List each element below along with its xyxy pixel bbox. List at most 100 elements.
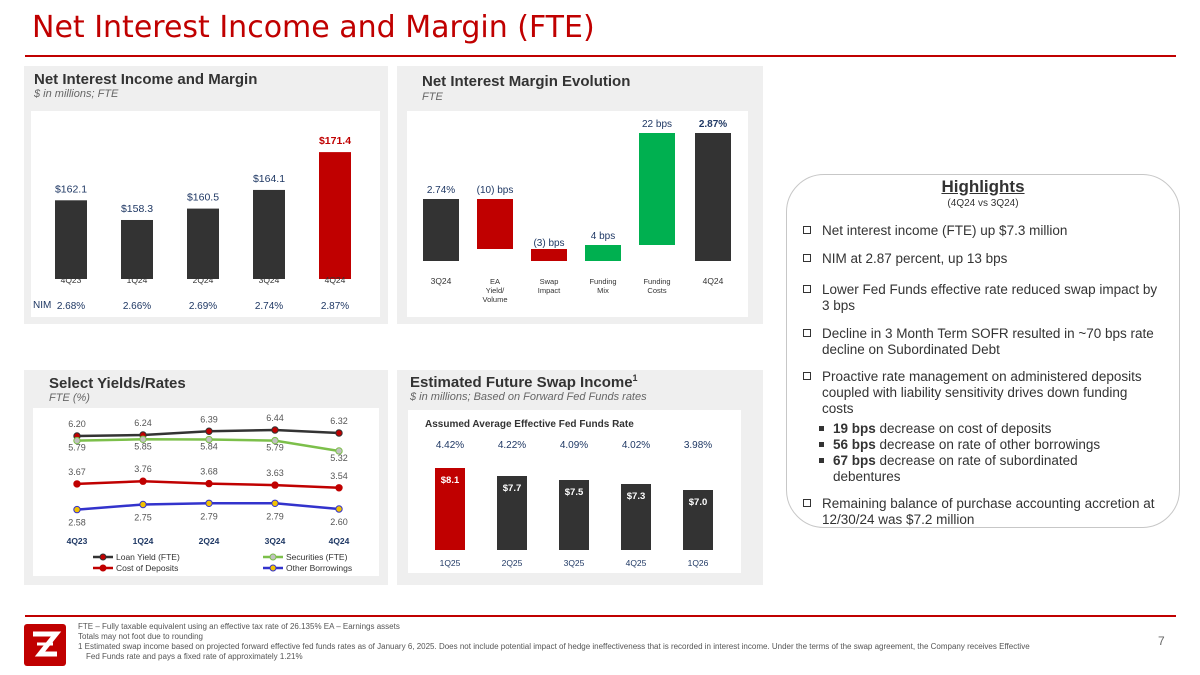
swap-panel-title: Estimated Future Swap Income1 (410, 373, 638, 391)
nii-category-label: 3Q24 (259, 275, 280, 285)
sub-bullet-bold: 67 bps (833, 453, 876, 468)
swap-bar (683, 490, 713, 550)
footnote-line: FTE – Fully taxable equivalent using an … (78, 622, 400, 631)
highlight-text: Remaining balance of purchase accounting… (822, 496, 1155, 527)
yield-value-label: 6.20 (68, 419, 86, 429)
yield-point (205, 479, 213, 488)
swap-bar (621, 484, 651, 550)
nim-value-label: 2.66% (123, 301, 151, 312)
swap-bar (435, 468, 465, 550)
nii-value-label: $158.3 (121, 203, 153, 215)
yield-value-label: 6.39 (200, 414, 218, 424)
nim-waterfall-category-label: Volume (482, 295, 507, 304)
nim-waterfall-value-label: 22 bps (642, 119, 672, 130)
nim-waterfall-bar (639, 133, 675, 245)
yield-point (271, 426, 279, 434)
nim-waterfall-category-label: Costs (647, 286, 666, 295)
nim-waterfall-bar (695, 133, 731, 261)
yields-panel-subtitle: FTE (%) (49, 392, 90, 404)
nim-waterfall-value-label: (3) bps (533, 238, 564, 249)
yields-panel-title: Select Yields/Rates (49, 375, 186, 392)
yield-category-label: 3Q24 (265, 536, 286, 546)
yield-point (205, 427, 213, 435)
nim-waterfall-bar (531, 249, 567, 261)
nim-waterfall-value-label: 2.87% (699, 119, 727, 130)
page-title: Net Interest Income and Margin (FTE) (32, 10, 595, 45)
nii-value-label: $164.1 (253, 173, 285, 185)
nim-value-label: 2.69% (189, 301, 217, 312)
nim-panel-title: Net Interest Margin Evolution (422, 73, 631, 90)
nii-value-label: $160.5 (187, 192, 219, 204)
page-number: 7 (1158, 634, 1165, 648)
footnote-line: 1 Estimated swap income based on project… (78, 642, 1030, 651)
highlight-text: Decline in 3 Month Term SOFR resulted in… (822, 326, 1154, 357)
yield-point (335, 505, 343, 513)
checkbox-bullet-icon (803, 285, 811, 293)
legend-marker (269, 553, 277, 561)
legend-marker (269, 564, 277, 572)
yield-value-label: 5.32 (330, 453, 348, 463)
swap-bar (559, 480, 589, 550)
nii-bar (55, 200, 87, 279)
yield-point (271, 481, 279, 489)
nii-category-label: 2Q24 (193, 275, 214, 285)
nii-category-label: 4Q24 (325, 275, 346, 285)
yields-panel: Select Yields/Rates FTE (%) 6.20 6.24 6.39… (24, 370, 388, 585)
highlight-sub-bullet: 19 bps decrease on cost of deposits (819, 421, 1052, 437)
yield-value-label: 6.32 (330, 416, 348, 426)
checkbox-bullet-icon (803, 226, 811, 234)
yield-point (139, 477, 147, 485)
square-bullet-icon (819, 458, 824, 463)
yield-point (139, 435, 147, 443)
yield-value-label: 3.63 (266, 468, 284, 478)
checkbox-bullet-icon (803, 254, 811, 262)
nii-panel-subtitle: $ in millions; FTE (34, 88, 119, 100)
sub-bullet-text: decrease on rate of other borrowings (875, 437, 1101, 452)
yield-category-label: 4Q24 (329, 536, 350, 546)
legend-marker (99, 553, 107, 561)
yield-value-label: 3.76 (134, 464, 152, 474)
yield-point (73, 505, 81, 514)
highlights-subtitle: (4Q24 vs 3Q24) (947, 198, 1019, 209)
square-bullet-icon (819, 442, 824, 447)
nii-panel-title: Net Interest Income and Margin (34, 71, 258, 88)
highlight-text: Lower Fed Funds effective rate reduced s… (822, 282, 1158, 313)
nii-value-label: $171.4 (319, 135, 351, 147)
nim-value-label: 2.87% (321, 301, 349, 312)
footer-divider (25, 615, 1176, 617)
swap-value-label: $7.0 (689, 497, 708, 508)
yield-point (205, 435, 213, 444)
fed-funds-rate-label: 4.02% (622, 440, 650, 451)
nim-waterfall-category-label: Mix (597, 286, 609, 295)
nim-waterfall-category-label: Funding (589, 277, 616, 286)
yield-category-label: 4Q23 (67, 536, 88, 546)
nim-waterfall-value-label: 2.74% (427, 185, 455, 196)
fed-funds-rate-heading: Assumed Average Effective Fed Funds Rate (425, 419, 634, 430)
nii-value-label: $162.1 (55, 183, 87, 195)
swap-value-label: $7.3 (627, 491, 646, 502)
swap-bar-chart: $8.1 4.42% 1Q25 $7.7 4.22% 2Q25 $7.5 4.09% 3Q25 $… (435, 440, 713, 568)
yield-point (73, 480, 81, 488)
swap-panel-subtitle: $ in millions; Based on Forward Fed Fund… (410, 391, 647, 403)
swap-category-label: 1Q26 (688, 558, 709, 568)
yield-value-label: 2.79 (266, 511, 284, 521)
nim-value-label: 2.74% (255, 301, 283, 312)
yield-category-label: 2Q24 (199, 536, 220, 546)
highlight-sub-bullet: 56 bps decrease on rate of other borrowi… (819, 437, 1101, 453)
nii-bar-chart: $162.1 4Q23 2.68% $158.3 1Q24 2.66% $160.5 2Q24… (33, 135, 351, 312)
swap-value-label: $7.5 (565, 487, 584, 498)
nim-row-label: NIM (33, 300, 51, 311)
legend-label: Securities (FTE) (286, 552, 348, 562)
sub-bullet-text: decrease on cost of deposits (875, 421, 1052, 436)
yield-point (335, 484, 343, 492)
yield-category-label: 1Q24 (133, 536, 154, 546)
nii-bar (319, 152, 351, 279)
title-divider (25, 55, 1176, 57)
yield-value-label: 2.60 (330, 517, 348, 527)
yield-value-label: 2.79 (200, 511, 218, 521)
zions-logo-icon (33, 631, 62, 657)
highlight-text: Proactive rate management on administere… (822, 369, 1142, 416)
nim-waterfall-value-label: 4 bps (591, 231, 615, 242)
nim-waterfall-bar (423, 199, 459, 261)
